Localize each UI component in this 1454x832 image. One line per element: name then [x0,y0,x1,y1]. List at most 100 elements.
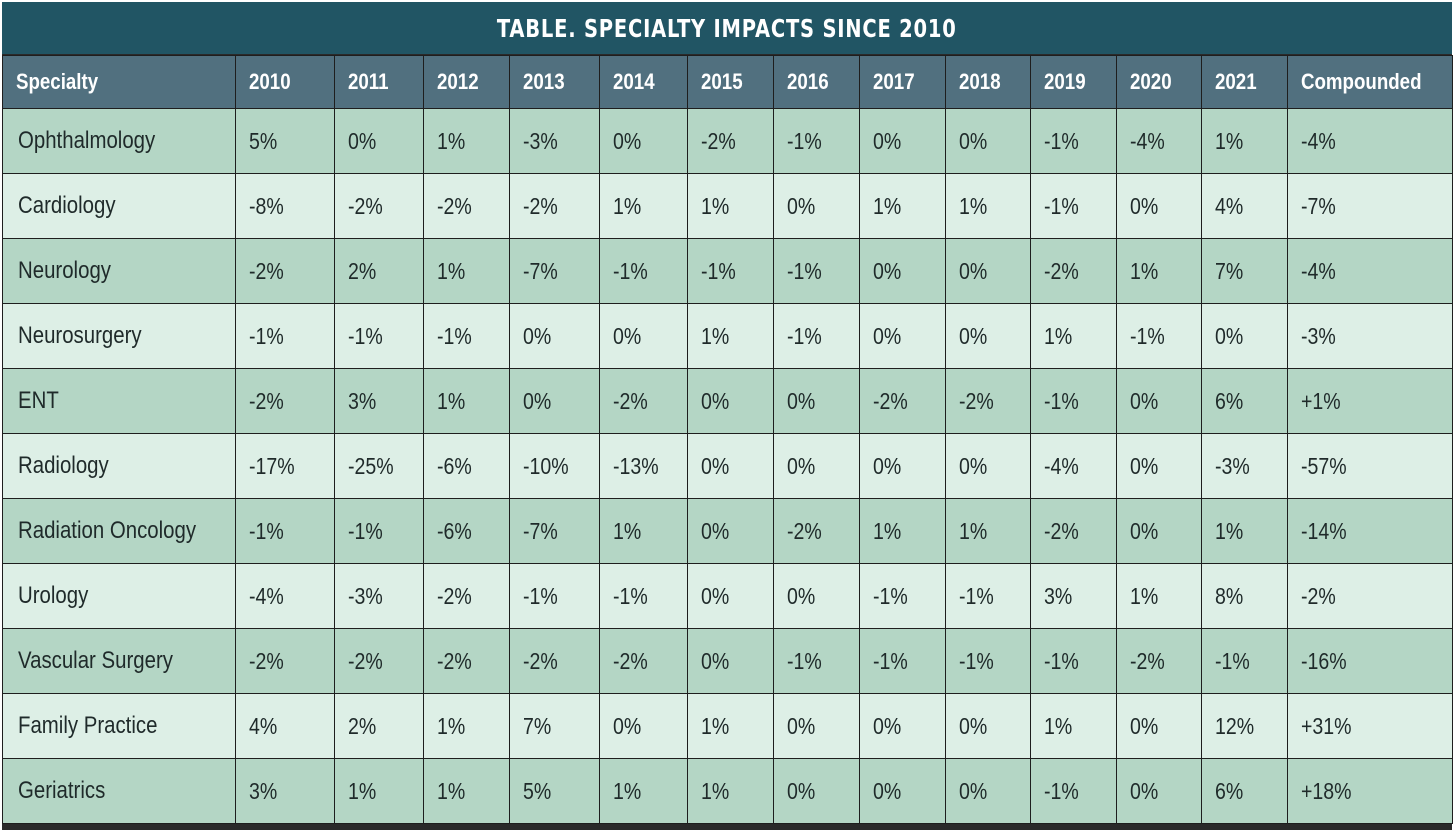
specialty-name: Radiation Oncology [18,517,197,544]
impact-value-cell: -3% [1287,303,1453,369]
impact-value-cell: 0% [945,693,1031,759]
impact-value-cell: -1% [599,563,688,629]
impact-value-cell: +18% [1287,758,1453,824]
impact-value-cell: 0% [509,303,600,369]
impact-value: -25% [348,452,394,479]
impact-value-cell: -13% [599,433,688,499]
impact-value-cell: 0% [687,498,774,564]
column-header-label: 2021 [1215,69,1257,94]
impact-value-cell: -2% [599,628,688,694]
impact-value: 0% [873,127,902,154]
impact-value-cell: -2% [773,498,860,564]
impact-value: -1% [873,582,908,609]
specialty-name: Urology [18,582,89,609]
table-row: Vascular Surgery -2% -2% -2% -2% -2% 0% -1% -1% -… [2,628,1453,694]
impact-value-cell: -2% [599,368,688,434]
impact-value: -2% [249,647,284,674]
impact-value-cell: 0% [859,433,946,499]
impact-value: 0% [701,517,730,544]
impact-value: 1% [1215,517,1244,544]
impact-value: 1% [873,517,902,544]
impact-value-cell: -1% [1201,628,1288,694]
table-row: Neurology -2% 2% 1% -7% -1% -1% -1% 0% 0% -2% 1% 7% -… [2,238,1453,304]
impact-value: +1% [1301,387,1341,414]
specialty-name: Radiology [18,452,109,479]
impact-value: 0% [523,322,552,349]
impact-value: 0% [523,387,552,414]
impact-value: 1% [701,192,730,219]
impact-value: 1% [437,777,466,804]
column-header-label: Specialty [16,69,99,94]
impact-value-cell: -1% [1116,303,1202,369]
column-header-label: 2015 [701,69,743,94]
impact-value-cell: -2% [1030,238,1117,304]
impact-value-cell: 0% [859,108,946,174]
impact-value-cell: -1% [773,628,860,694]
column-header-2020: 2020 [1116,55,1202,109]
impact-value-cell: -2% [235,628,335,694]
impact-value-cell: +1% [1287,368,1453,434]
impact-value: -13% [613,452,659,479]
impact-value-cell: 0% [687,628,774,694]
impact-value: -7% [523,257,558,284]
impact-value-cell: 0% [945,758,1031,824]
impact-value: -1% [959,582,994,609]
impact-value-cell: 1% [945,498,1031,564]
impact-value: -2% [873,387,908,414]
impact-value-cell: -1% [423,303,510,369]
impact-value-cell: 0% [687,563,774,629]
impact-value-cell: -2% [235,368,335,434]
specialty-name: Family Practice [18,712,158,739]
table-body: Ophthalmology 5% 0% 1% -3% 0% -2% -1% 0% 0% -1% -4%… [2,108,1453,824]
impact-value: -2% [1301,582,1336,609]
impact-value: -2% [1044,517,1079,544]
impact-value-cell: 0% [773,173,860,239]
impact-value: 0% [1130,192,1159,219]
impact-value: -1% [787,647,822,674]
specialty-name-cell: Neurosurgery [2,303,236,369]
impact-value-cell: -1% [1030,628,1117,694]
impact-value: -1% [613,582,648,609]
specialty-name-cell: Urology [2,563,236,629]
impact-value: 3% [1044,582,1073,609]
impact-value-cell: -3% [1201,433,1288,499]
impact-value: 0% [1130,712,1159,739]
impact-value: -1% [1130,322,1165,349]
impact-value: 0% [701,582,730,609]
impact-value-cell: 1% [859,173,946,239]
impact-value: 12% [1215,712,1255,739]
impact-value: -2% [437,192,472,219]
specialty-name: Geriatrics [18,777,106,804]
impact-value: -2% [613,387,648,414]
impact-value-cell: -1% [334,498,424,564]
impact-value-cell: 5% [509,758,600,824]
impact-value: -57% [1301,452,1347,479]
column-header-label: 2018 [959,69,1001,94]
impact-value-cell: 1% [687,758,774,824]
impact-value-cell: -7% [1287,173,1453,239]
impact-value: 1% [873,192,902,219]
impact-value: 1% [348,777,377,804]
column-header-label: 2016 [787,69,829,94]
impact-value-cell: 8% [1201,563,1288,629]
impact-value: -2% [249,387,284,414]
impact-value-cell: 1% [945,173,1031,239]
impact-value: -7% [1301,192,1336,219]
impact-value-cell: -1% [334,303,424,369]
impact-value: -2% [437,582,472,609]
impact-value-cell: 0% [773,368,860,434]
column-header-label: 2013 [523,69,565,94]
column-header-2021: 2021 [1201,55,1288,109]
impact-value-cell: 1% [687,693,774,759]
impact-value-cell: 0% [1116,758,1202,824]
specialty-name: Cardiology [18,192,116,219]
impact-value: -1% [1044,777,1079,804]
specialty-name: Neurology [18,257,111,284]
impact-value-cell: -2% [509,173,600,239]
impact-value-cell: 4% [235,693,335,759]
impact-value: 0% [959,452,988,479]
impact-value-cell: -2% [334,173,424,239]
impact-value: -4% [1301,257,1336,284]
impact-value-cell: -3% [334,563,424,629]
impact-value-cell: 0% [599,303,688,369]
